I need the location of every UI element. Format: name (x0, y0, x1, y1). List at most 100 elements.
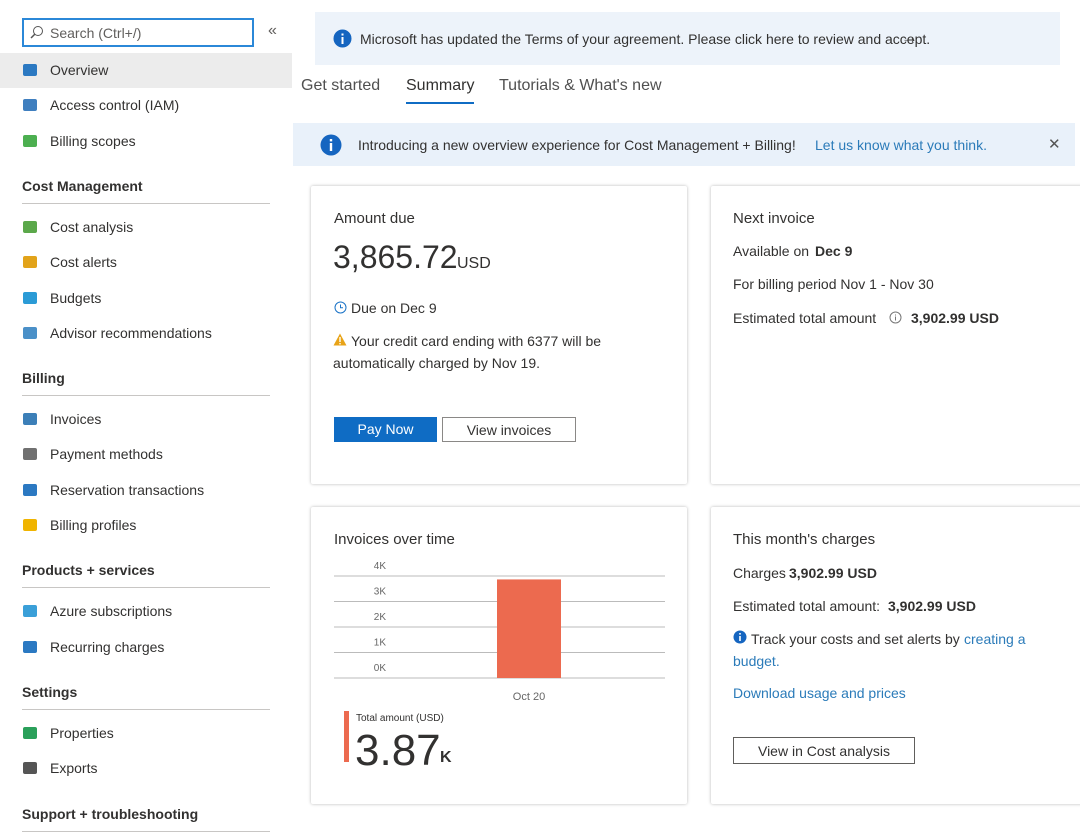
clock-icon (334, 301, 347, 314)
tab[interactable]: Tutorials & What's new (499, 77, 662, 94)
info-icon (733, 630, 747, 644)
card-title: This month's charges (733, 531, 876, 548)
item-label: Recurring charges (50, 638, 165, 655)
amount-due-card: Amount due 3,865.72 USD Due on Dec 9 You… (311, 186, 687, 484)
banner-link[interactable]: Let us know what you think. (815, 137, 987, 153)
y-tick-label: 2K (374, 612, 387, 623)
currency: USD (457, 255, 491, 272)
item-icon (23, 220, 37, 233)
item-icon (23, 605, 37, 618)
available-date: Dec 9 (815, 243, 853, 259)
section-title: Billing (22, 370, 65, 387)
sidebar-item[interactable]: Budgets (0, 281, 292, 316)
billing-period: For billing period Nov 1 - Nov 30 (733, 276, 934, 292)
sidebar-item[interactable]: Billing profiles (0, 508, 292, 543)
estimated-value: 3,902.99 USD (911, 310, 999, 326)
section-divider (22, 830, 270, 832)
view-invoices-button[interactable]: View invoices (442, 417, 576, 442)
search-box[interactable]: Search (Ctrl+/) (22, 18, 254, 47)
tab[interactable]: Summary (406, 77, 475, 94)
sidebar-item[interactable]: Cost analysis (0, 210, 292, 245)
section-title: Products + services (22, 562, 155, 579)
item-icon (23, 762, 37, 775)
item-label: Exports (50, 760, 98, 777)
item-label: Advisor recommendations (50, 324, 212, 341)
terms-notice[interactable]: Microsoft has updated the Terms of your … (315, 12, 1060, 65)
warning-line: Your credit card ending with 6377 will b… (351, 333, 602, 349)
notice-arrow: → (901, 28, 918, 47)
item-icon (23, 99, 37, 112)
tab-underline (406, 102, 474, 104)
card-title: Next invoice (733, 210, 815, 227)
warning-line: automatically charged by Nov 19. (333, 355, 540, 371)
notice-text: Microsoft has updated the Terms of your … (360, 31, 931, 47)
close-button[interactable]: ✕ (1048, 136, 1061, 153)
sidebar-item[interactable]: Properties (0, 716, 292, 751)
budget-link[interactable]: creating a budget. (733, 631, 1026, 669)
item-label: Properties (50, 724, 114, 741)
estimated-label: Estimated total amount (733, 310, 877, 326)
section-title: Cost Management (22, 177, 143, 194)
amount: 3,865.72 (333, 239, 458, 275)
item-icon (23, 519, 37, 531)
info-outline-icon[interactable] (889, 311, 902, 324)
estimated-label: Estimated total amount: (733, 598, 881, 614)
sidebar-item[interactable]: Overview (0, 53, 292, 88)
item-label: Cost analysis (50, 218, 134, 235)
item-icon (23, 256, 37, 269)
info-icon (333, 29, 352, 48)
y-tick-label: 1K (374, 638, 387, 649)
track-text: Track your costs and set alerts by (751, 631, 960, 647)
sidebar-item[interactable]: Recurring charges (0, 630, 292, 665)
item-icon (23, 134, 37, 147)
cost-analysis-button[interactable]: View in Cost analysis (733, 737, 915, 764)
section-divider (22, 202, 270, 204)
total-unit: K (440, 749, 452, 766)
tab[interactable]: Get started (301, 77, 381, 94)
sidebar-item[interactable]: Reservation transactions (0, 473, 292, 508)
total-label: Total amount (USD) (356, 713, 444, 724)
warning-icon (333, 333, 347, 346)
due-date: Due on Dec 9 (351, 300, 437, 316)
sidebar-item[interactable]: Access control (IAM) (0, 88, 292, 123)
item-icon (23, 326, 37, 339)
charges-label: Charges (733, 565, 786, 581)
total-accent (344, 711, 349, 762)
chart: Invoices over time 0K 1K 2K 3K 4K Oct 20 Total… (334, 531, 665, 775)
overview-banner: Introducing a new overview experience fo… (293, 123, 1075, 166)
collapse-button[interactable]: « (268, 22, 277, 39)
charges-value: 3,902.99 USD (789, 565, 877, 581)
pay-now-button[interactable]: Pay Now (334, 417, 437, 442)
y-tick-label: 4K (374, 561, 387, 572)
invoices-chart-card: Invoices over time 0K 1K 2K 3K 4K Oct 20 Total… (311, 507, 687, 804)
search-icon (30, 26, 43, 39)
sidebar: Search (Ctrl+/) « Overview Access control… (0, 0, 292, 836)
item-label: Payment methods (50, 446, 163, 463)
x-tick-label: Oct 20 (513, 691, 545, 703)
sidebar-item[interactable]: Cost alerts (0, 245, 292, 280)
y-tick-label: 3K (374, 587, 387, 598)
item-icon (23, 413, 37, 426)
section-title: Settings (22, 683, 78, 700)
download-link[interactable]: Download usage and prices (733, 685, 906, 701)
estimated-value: 3,902.99 USD (888, 598, 976, 614)
sidebar-item[interactable]: Exports (0, 751, 292, 786)
item-icon (23, 483, 37, 496)
sidebar-item[interactable]: Azure subscriptions (0, 594, 292, 629)
item-icon (23, 726, 37, 739)
sidebar-item[interactable]: Payment methods (0, 437, 292, 472)
sidebar-item[interactable]: Invoices (0, 402, 292, 437)
bar (497, 579, 561, 678)
info-icon (320, 134, 342, 156)
item-icon (23, 448, 37, 461)
search-placeholder: Search (Ctrl+/) (50, 25, 142, 41)
section-divider (22, 587, 270, 589)
sidebar-item[interactable]: Billing scopes (0, 124, 292, 159)
sidebar-item[interactable]: Advisor recommendations (0, 316, 292, 351)
section-title: Support + troubleshooting (22, 805, 199, 822)
month-charges-card: This month's charges Charges 3,902.99 US… (711, 507, 1080, 804)
chart-title: Invoices over time (334, 531, 455, 548)
item-label: Azure subscriptions (50, 603, 173, 620)
item-label: Reservation transactions (50, 481, 205, 498)
